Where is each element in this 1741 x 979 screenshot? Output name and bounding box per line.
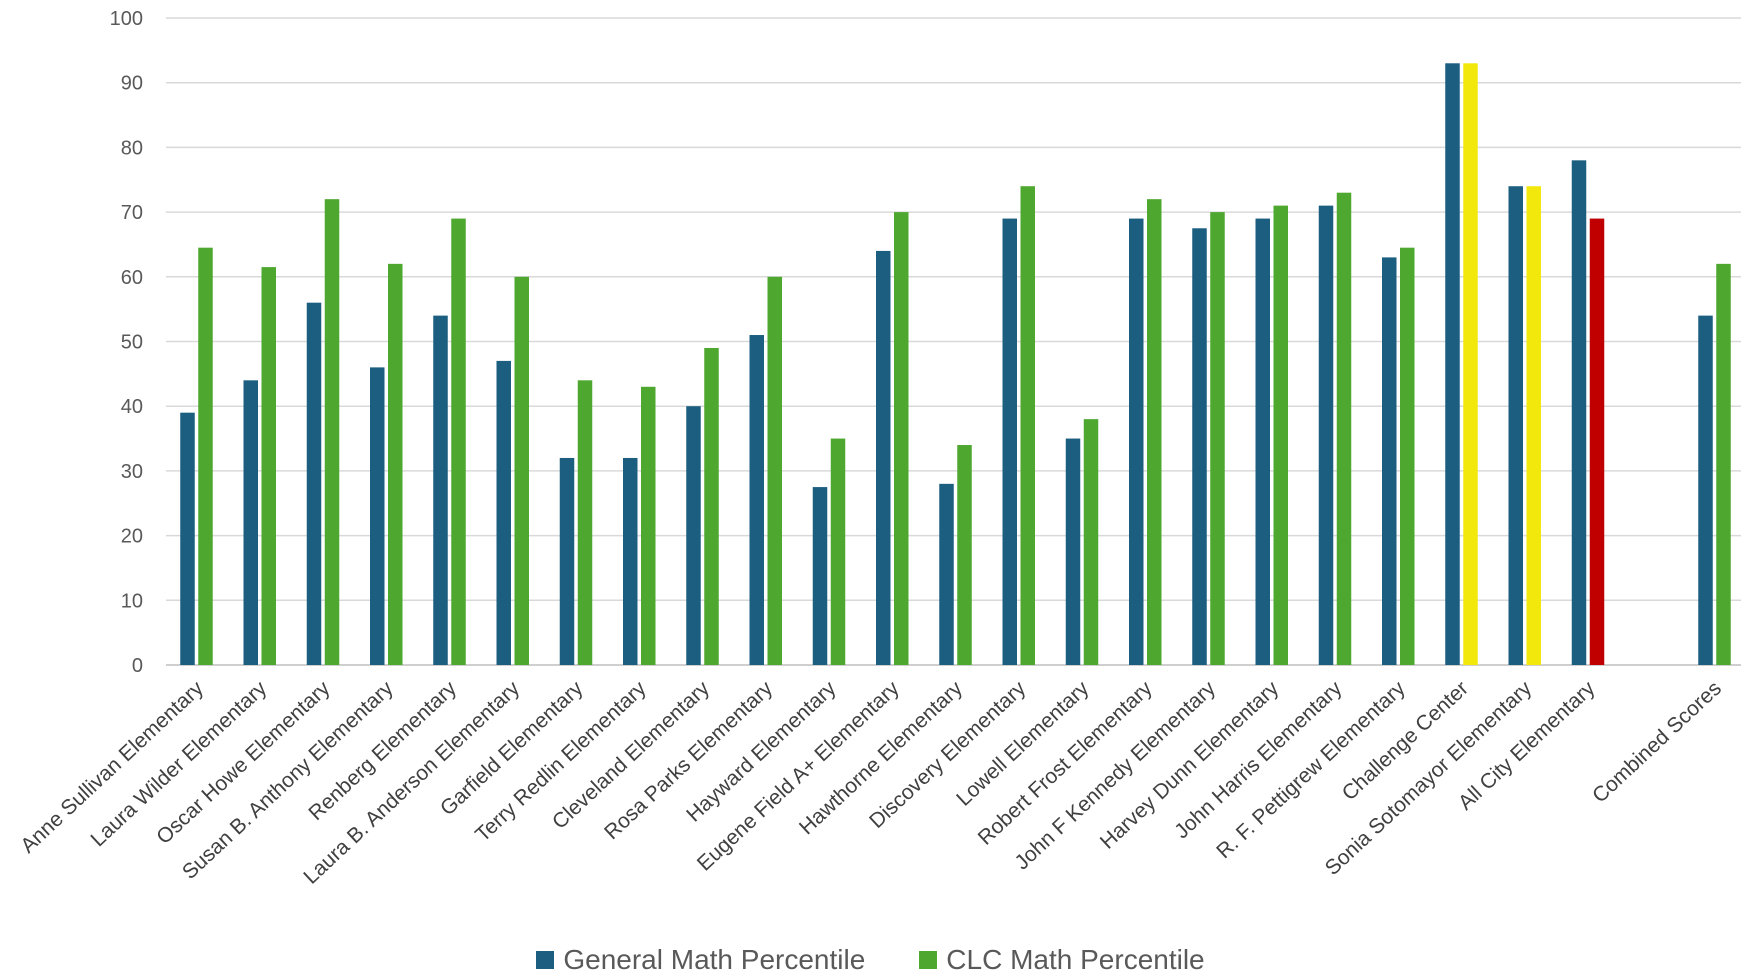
bar-general-math [939,483,954,665]
bar-clc-math [704,347,719,665]
legend-swatch-general [536,951,555,969]
bar-clc-math [1020,186,1035,665]
bar-general-math [1129,218,1144,665]
bar-general-math [1002,218,1017,665]
bar-general-math [623,457,638,665]
bar-clc-math [767,276,782,665]
bar-general-math [306,302,322,665]
y-tick-label: 90 [121,73,143,95]
bar-clc-math [1147,199,1162,665]
bar-general-math [1065,438,1081,665]
y-tick-label: 50 [121,332,143,354]
bar-clc-math [324,199,340,665]
bar-general-math [180,412,195,665]
bar-general-math [559,457,575,665]
bar-general-math [370,367,385,665]
bar-general-math [686,406,701,665]
bar-general-math [433,315,448,665]
bar-general-math [1571,160,1587,665]
y-tick-label: 100 [110,8,143,30]
bar-clc-math [894,212,909,665]
legend-item-general: General Math Percentile [536,944,866,975]
bars [180,63,1731,666]
y-axis-ticks: 0 10 20 30 40 50 60 70 80 90 100 [110,8,143,677]
y-tick-label: 80 [121,137,143,159]
bar-general-math [812,487,828,665]
bar-clc-math [1716,263,1731,665]
bar-clc-math [198,247,213,665]
x-tick-label: Combined Scores [1588,677,1726,808]
y-tick-label: 0 [132,655,143,677]
bar-clc-math [1589,218,1605,665]
bar-general-math [1255,218,1270,665]
bar-clc-math [641,386,656,665]
bar-general-math [1445,63,1460,666]
y-tick-label: 70 [121,202,143,224]
bar-clc-math [388,263,403,665]
bar-clc-math [830,438,846,665]
bar-clc-math [1083,419,1099,665]
bar-clc-math [1210,212,1225,665]
bar-general-math [1698,315,1713,665]
legend-label-general: General Math Percentile [563,944,866,975]
bar-general-math [1192,228,1207,665]
chart-legend: General Math Percentile CLC Math Percent… [0,944,1741,975]
bar-clc-math [1400,247,1415,665]
y-tick-label: 40 [121,396,143,418]
bar-general-math [1508,186,1523,665]
bar-clc-math [1273,205,1288,665]
bar-general-math [496,360,511,665]
y-tick-label: 30 [121,461,143,483]
bar-clc-math [451,218,466,665]
legend-swatch-clc [919,951,938,969]
bar-clc-math [261,267,276,665]
y-tick-label: 10 [121,590,143,612]
bar-general-math [1318,205,1334,665]
legend-item-clc: CLC Math Percentile [919,944,1205,975]
bar-general-math [749,335,764,665]
bar-general-math [876,250,891,666]
bar-clc-math [1463,63,1478,666]
bar-general-math [243,380,258,665]
bar-clc-math [577,380,593,665]
bar-clc-math [957,445,972,665]
y-tick-label: 20 [121,526,143,548]
bar-clc-math [514,276,529,665]
bar-clc-math [1336,192,1352,665]
bar-clc-math [1526,186,1541,665]
gridlines [166,17,1741,666]
bar-general-math [1382,257,1397,665]
legend-label-clc: CLC Math Percentile [946,944,1205,975]
y-tick-label: 60 [121,267,143,289]
